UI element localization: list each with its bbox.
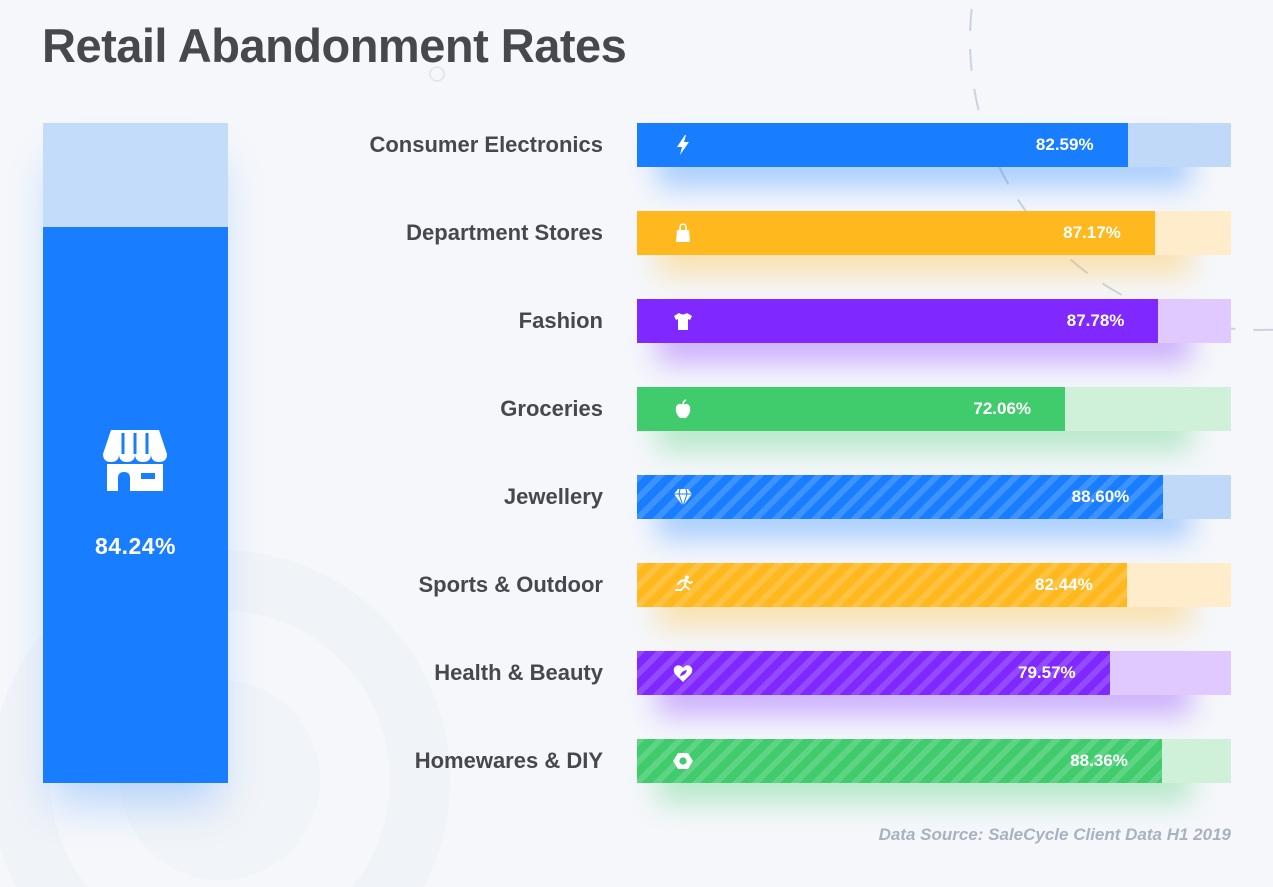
bar-track: 88.60% <box>637 475 1231 539</box>
bar-track: 82.59% <box>637 123 1231 187</box>
bar-row: Sports & Outdoor 82.44% <box>0 563 1273 627</box>
category-label: Homewares & DIY <box>414 748 603 773</box>
lightning-icon <box>677 135 689 155</box>
store-icon <box>103 430 167 491</box>
bar-value-label: 82.44% <box>1035 575 1093 594</box>
bar-value-label: 88.36% <box>1070 751 1128 770</box>
diamond-icon <box>674 488 692 508</box>
bar-row: Groceries 72.06% <box>0 387 1273 451</box>
bar-row: Homewares & DIY 88.36% <box>0 739 1273 803</box>
bar-value-label: 72.06% <box>973 399 1032 418</box>
bar-fill <box>637 651 1110 695</box>
bar-value-label: 82.59% <box>1035 135 1094 154</box>
bar-track: 72.06% <box>637 387 1231 451</box>
category-label: Consumer Electronics <box>369 132 603 157</box>
bar-value-label: 79.57% <box>1017 663 1076 682</box>
bar-fill <box>637 739 1162 783</box>
bar-value-label: 87.78% <box>1066 311 1125 330</box>
overall-value: 84.24% <box>94 533 176 559</box>
category-label: Groceries <box>500 396 603 421</box>
running-person-icon <box>675 575 693 591</box>
bar-fill <box>637 387 1066 431</box>
bar-value-label: 88.60% <box>1071 487 1130 506</box>
bar-value-label: 87.17% <box>1063 223 1121 242</box>
category-label: Jewellery <box>503 484 603 509</box>
bar-row: Fashion 87.78% <box>0 299 1273 363</box>
heart-leaf-icon <box>673 665 693 682</box>
bar-row: Jewellery 88.60% <box>0 475 1273 539</box>
data-source-note: Data Source: SaleCycle Client Data H1 20… <box>878 825 1231 844</box>
bar-row: Health & Beauty 79.57% <box>0 651 1273 715</box>
category-label: Health & Beauty <box>434 660 603 685</box>
bar-row: Consumer Electronics 82.59% <box>0 123 1273 187</box>
bar-track: 88.36% <box>637 739 1231 803</box>
category-label: Fashion <box>518 308 603 333</box>
bar-fill <box>637 563 1127 607</box>
bar-track: 79.57% <box>637 651 1231 715</box>
shopping-bag-icon <box>676 223 690 242</box>
tshirt-icon <box>674 313 692 330</box>
category-label: Department Stores <box>406 220 603 245</box>
page-title: Retail Abandonment Rates <box>42 19 627 72</box>
overall-bar: 84.24% <box>43 123 228 783</box>
bar-track: 87.17% <box>637 211 1231 275</box>
bar-fill <box>637 475 1164 519</box>
bar-track: 82.44% <box>637 563 1231 627</box>
hex-nut-icon <box>673 753 693 769</box>
bar-track: 87.78% <box>637 299 1231 363</box>
bar-row: Department Stores 87.17% <box>0 211 1273 275</box>
overall-bar-fill <box>43 227 228 783</box>
apple-icon <box>675 399 691 419</box>
category-label: Sports & Outdoor <box>418 572 603 597</box>
